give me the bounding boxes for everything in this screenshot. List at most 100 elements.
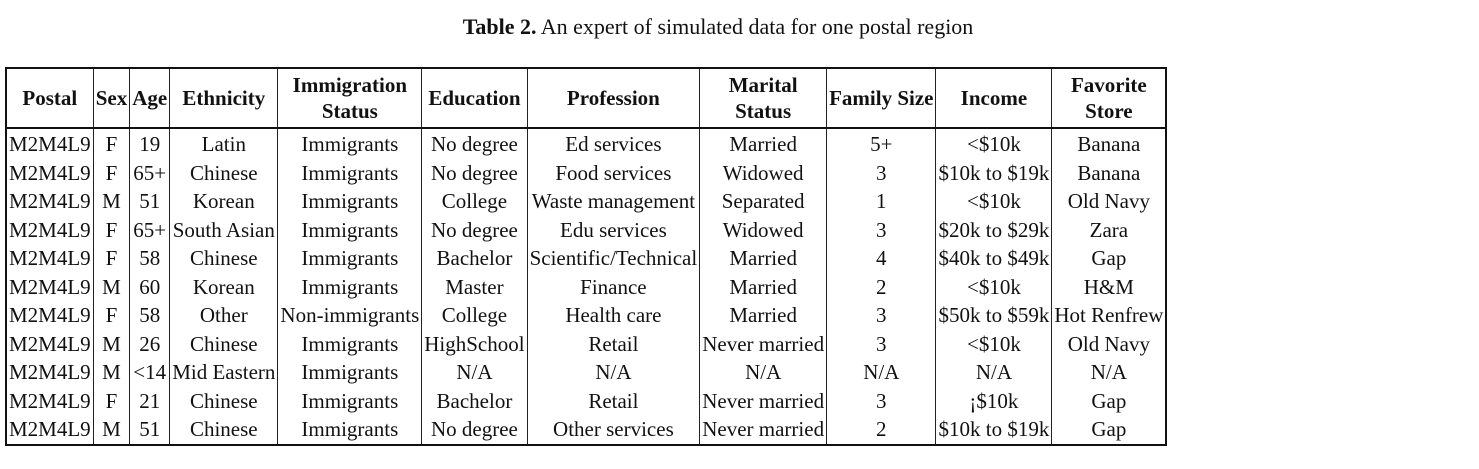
cell-family-size: 3 xyxy=(826,215,936,244)
column-header-ethnicity: Ethnicity xyxy=(169,68,278,129)
cell-immigration-status: Immigrants xyxy=(277,386,422,415)
cell-marital-status: Married xyxy=(699,244,827,273)
cell-sex: M xyxy=(92,187,130,216)
cell-family-size: 3 xyxy=(826,301,936,330)
table-row: M2M4L9 M 51 Chinese Immigrants No degree Other… xyxy=(4,415,1168,445)
cell-income: <$10k xyxy=(935,128,1052,159)
cell-marital-status: Never married xyxy=(699,415,827,445)
data-table-container: Postal Sex Age Ethnicity Immigration Status Ed… xyxy=(4,67,1168,446)
cell-ethnicity: South Asian xyxy=(169,215,278,244)
table-row: M2M4L9 F 58 Other Non-immigrants College Healt… xyxy=(4,301,1168,330)
column-header-immigration-status: Immigration Status xyxy=(277,68,422,129)
cell-education: Bachelor xyxy=(421,244,528,273)
cell-age: 19 xyxy=(129,128,170,159)
cell-sex: F xyxy=(92,215,130,244)
cell-age: 51 xyxy=(129,415,170,445)
cell-age: <14 xyxy=(129,358,170,387)
cell-immigration-status: Immigrants xyxy=(277,358,422,387)
cell-ethnicity: Chinese xyxy=(169,415,278,445)
cell-favorite-store: H&M xyxy=(1051,272,1168,301)
cell-postal: M2M4L9 xyxy=(4,272,94,301)
column-header-income: Income xyxy=(935,68,1052,129)
cell-postal: M2M4L9 xyxy=(4,128,94,159)
cell-age: 21 xyxy=(129,386,170,415)
cell-age: 51 xyxy=(129,187,170,216)
cell-ethnicity: Other xyxy=(169,301,278,330)
cell-education: College xyxy=(421,301,528,330)
cell-income: $20k to $29k xyxy=(935,215,1052,244)
cell-profession: Retail xyxy=(526,329,700,358)
cell-immigration-status: Immigrants xyxy=(277,187,422,216)
cell-favorite-store: Old Navy xyxy=(1051,329,1168,358)
cell-immigration-status: Immigrants xyxy=(277,272,422,301)
cell-education: No degree xyxy=(421,215,528,244)
cell-ethnicity: Chinese xyxy=(169,158,278,187)
cell-family-size: N/A xyxy=(826,358,936,387)
cell-sex: M xyxy=(92,329,130,358)
table-row: M2M4L9 F 19 Latin Immigrants No degree Ed serv… xyxy=(4,128,1168,159)
cell-immigration-status: Immigrants xyxy=(277,215,422,244)
table-row: M2M4L9 F 65+ Chinese Immigrants No degree Food… xyxy=(4,158,1168,187)
cell-favorite-store: Banana xyxy=(1051,128,1168,159)
cell-postal: M2M4L9 xyxy=(4,415,94,445)
cell-marital-status: Widowed xyxy=(699,158,827,187)
cell-income: <$10k xyxy=(935,187,1052,216)
cell-postal: M2M4L9 xyxy=(4,358,94,387)
table-row: M2M4L9 F 21 Chinese Immigrants Bachelor Retail… xyxy=(4,386,1168,415)
cell-income: <$10k xyxy=(935,329,1052,358)
cell-family-size: 3 xyxy=(826,329,936,358)
cell-age: 58 xyxy=(129,301,170,330)
cell-postal: M2M4L9 xyxy=(4,244,94,273)
cell-profession: Other services xyxy=(526,415,700,445)
table-row: M2M4L9 F 65+ South Asian Immigrants No degree… xyxy=(4,215,1168,244)
cell-favorite-store: Hot Renfrew xyxy=(1051,301,1168,330)
column-header-family-size: Family Size xyxy=(826,68,936,129)
cell-profession: Edu services xyxy=(526,215,700,244)
cell-age: 65+ xyxy=(129,158,170,187)
table-header: Postal Sex Age Ethnicity Immigration Status Ed… xyxy=(4,68,1168,129)
cell-marital-status: Married xyxy=(699,128,827,159)
cell-income: ¡$10k xyxy=(935,386,1052,415)
cell-family-size: 1 xyxy=(826,187,936,216)
cell-age: 65+ xyxy=(129,215,170,244)
cell-income: $50k to $59k xyxy=(935,301,1052,330)
cell-sex: F xyxy=(92,386,130,415)
cell-sex: F xyxy=(92,128,130,159)
cell-education: HighSchool xyxy=(421,329,528,358)
cell-income: $10k to $19k xyxy=(935,158,1052,187)
cell-education: No degree xyxy=(421,158,528,187)
cell-sex: F xyxy=(92,158,130,187)
caption-label: Table 2. xyxy=(462,14,537,39)
cell-marital-status: Never married xyxy=(699,386,827,415)
cell-profession: Waste management xyxy=(526,187,700,216)
column-header-sex: Sex xyxy=(92,68,130,129)
cell-immigration-status: Non-immigrants xyxy=(277,301,422,330)
cell-marital-status: N/A xyxy=(699,358,827,387)
cell-ethnicity: Mid Eastern xyxy=(169,358,278,387)
column-header-education: Education xyxy=(421,68,528,129)
cell-profession: Food services xyxy=(526,158,700,187)
cell-marital-status: Married xyxy=(699,301,827,330)
cell-profession: Finance xyxy=(526,272,700,301)
cell-ethnicity: Chinese xyxy=(169,329,278,358)
cell-postal: M2M4L9 xyxy=(4,215,94,244)
cell-favorite-store: Zara xyxy=(1051,215,1168,244)
cell-postal: M2M4L9 xyxy=(4,329,94,358)
cell-ethnicity: Korean xyxy=(169,187,278,216)
cell-favorite-store: Gap xyxy=(1051,415,1168,445)
cell-education: College xyxy=(421,187,528,216)
cell-family-size: 2 xyxy=(826,272,936,301)
cell-age: 60 xyxy=(129,272,170,301)
cell-family-size: 2 xyxy=(826,415,936,445)
cell-education: Master xyxy=(421,272,528,301)
cell-marital-status: Never married xyxy=(699,329,827,358)
cell-family-size: 4 xyxy=(826,244,936,273)
table-row: M2M4L9 F 58 Chinese Immigrants Bachelor Scient… xyxy=(4,244,1168,273)
cell-sex: M xyxy=(92,415,130,445)
cell-education: Bachelor xyxy=(421,386,528,415)
cell-postal: M2M4L9 xyxy=(4,301,94,330)
cell-income: <$10k xyxy=(935,272,1052,301)
cell-immigration-status: Immigrants xyxy=(277,128,422,159)
cell-favorite-store: Gap xyxy=(1051,244,1168,273)
table-caption: Table 2. An expert of simulated data for… xyxy=(0,12,1436,42)
